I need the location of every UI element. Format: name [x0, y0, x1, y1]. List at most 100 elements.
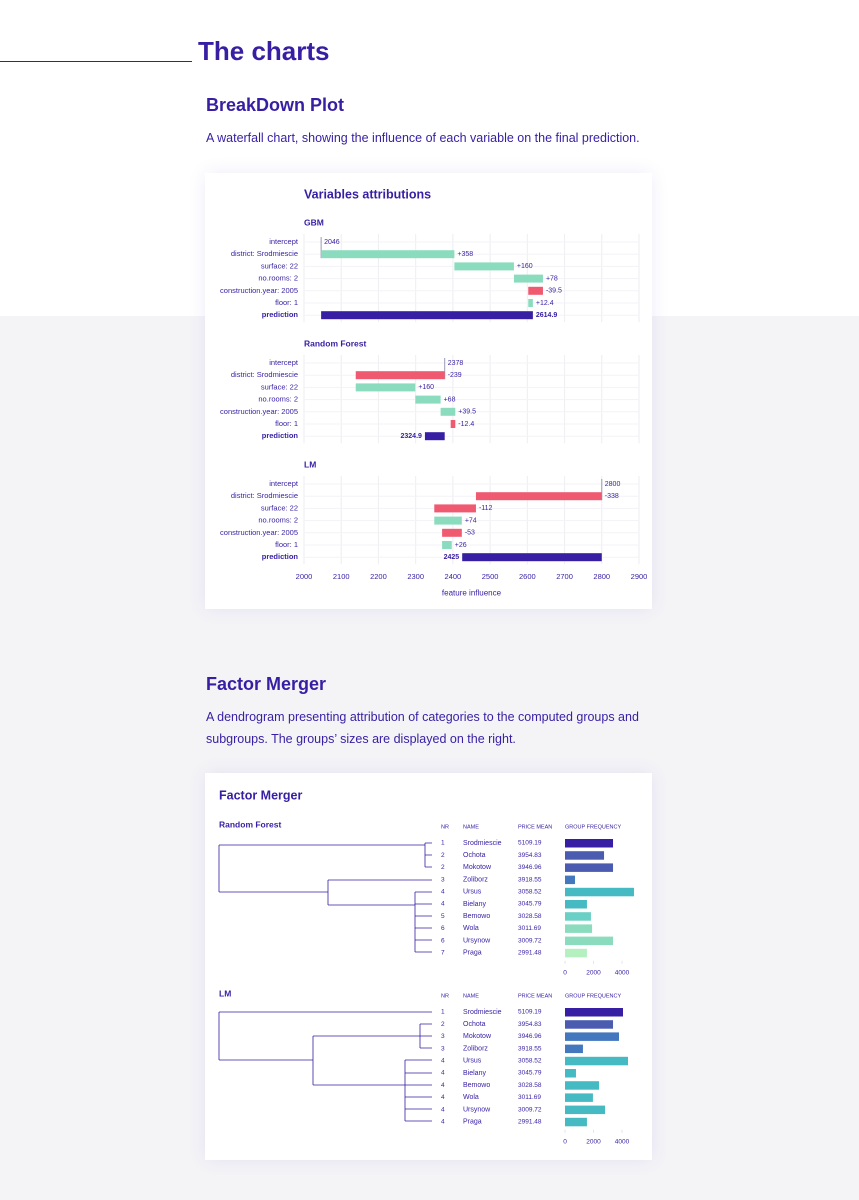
- row-label: intercept: [269, 479, 299, 488]
- value-label: -39.5: [546, 288, 562, 295]
- row-name: Bemowo: [463, 1082, 490, 1089]
- value-label: -12.4: [458, 421, 474, 428]
- frequency-bar: [565, 1093, 593, 1102]
- value-label: +74: [465, 517, 477, 524]
- frequency-bar: [565, 887, 634, 897]
- row-price-mean: 2991.48: [518, 950, 542, 957]
- frequency-bar: [565, 948, 587, 958]
- value-label: +39.5: [458, 409, 476, 416]
- row-label: surface: 22: [261, 503, 298, 512]
- column-header: NAME: [463, 993, 479, 999]
- value-label: +160: [418, 384, 434, 391]
- row-nr: 1: [441, 840, 445, 847]
- bar: [355, 383, 416, 392]
- row-label: surface: 22: [261, 382, 298, 391]
- row-nr: 4: [441, 1082, 445, 1089]
- bar: [454, 262, 514, 271]
- value-label: 2324.9: [401, 433, 423, 440]
- x-tick-label: 2700: [556, 572, 573, 581]
- x-tick-label: 2400: [445, 572, 462, 581]
- panel-title: LM: [219, 988, 231, 998]
- value-label: 2378: [448, 360, 464, 367]
- bar: [528, 299, 533, 307]
- row-nr: 4: [441, 901, 445, 908]
- x-tick-label: 2100: [333, 572, 350, 581]
- bar: [475, 492, 602, 501]
- row-nr: 2: [441, 1021, 445, 1028]
- bar: [440, 407, 456, 416]
- row-price-mean: 3028.58: [518, 1082, 542, 1089]
- x-tick-label: 2000: [586, 970, 601, 977]
- value-label: +12.4: [536, 300, 554, 307]
- chart-title: Variables attributions: [304, 187, 431, 201]
- row-name: Wola: [463, 925, 479, 932]
- header-rule: [0, 61, 192, 62]
- row-price-mean: 3011.69: [518, 1094, 541, 1101]
- row-label: construction.year: 2005: [220, 286, 298, 295]
- row-price-mean: 3946.96: [518, 1033, 542, 1040]
- frequency-bar: [565, 839, 614, 848]
- row-price-mean: 3954.83: [518, 852, 542, 859]
- row-label: prediction: [262, 552, 299, 561]
- row-nr: 5: [441, 913, 445, 920]
- frequency-bar: [565, 1020, 614, 1029]
- value-label: +68: [444, 396, 456, 403]
- row-name: Bielany: [463, 1070, 486, 1077]
- section-title: BreakDown Plot: [206, 95, 345, 115]
- column-header: NR: [441, 824, 449, 830]
- row-price-mean: 3918.55: [518, 1045, 542, 1052]
- x-tick-label: 2800: [593, 572, 610, 581]
- row-name: Ursus: [463, 889, 482, 896]
- frequency-bar: [565, 924, 593, 933]
- row-price-mean: 3058.52: [518, 889, 542, 896]
- row-price-mean: 3058.52: [518, 1058, 542, 1065]
- section-title: Factor Merger: [206, 674, 327, 694]
- row-label: district: Srodmiescie: [231, 370, 298, 379]
- row-label: prediction: [262, 310, 299, 319]
- bar: [434, 504, 476, 513]
- row-nr: 6: [441, 937, 445, 944]
- frequency-bar: [565, 936, 614, 946]
- panel-title: GBM: [304, 217, 324, 227]
- row-label: district: Srodmiescie: [231, 491, 298, 500]
- row-nr: 3: [441, 1045, 445, 1052]
- prediction-bar: [424, 432, 445, 441]
- prediction-bar: [462, 553, 602, 562]
- row-name: Ochota: [463, 852, 486, 859]
- row-label: intercept: [269, 237, 299, 246]
- value-label: -338: [605, 493, 619, 500]
- row-label: district: Srodmiescie: [231, 249, 298, 258]
- x-axis-label: feature influence: [442, 588, 502, 597]
- row-nr: 4: [441, 1058, 445, 1065]
- row-price-mean: 3918.55: [518, 876, 542, 883]
- bar: [415, 395, 441, 404]
- row-name: Srodmiescie: [463, 840, 502, 847]
- row-name: Bielany: [463, 901, 486, 908]
- row-price-mean: 3045.79: [518, 1070, 542, 1077]
- row-label: prediction: [262, 431, 299, 440]
- row-price-mean: 3954.83: [518, 1021, 542, 1028]
- frequency-bar: [565, 1069, 576, 1078]
- frequency-bar: [565, 875, 575, 885]
- value-label: +160: [517, 263, 533, 270]
- row-name: Srodmiescie: [463, 1009, 502, 1016]
- row-name: Praga: [463, 950, 482, 957]
- row-price-mean: 5109.19: [518, 1009, 542, 1016]
- frequency-bar: [565, 900, 587, 909]
- row-name: Wola: [463, 1094, 479, 1101]
- column-header: NAME: [463, 824, 479, 830]
- row-nr: 4: [441, 1094, 445, 1101]
- frequency-bar: [565, 851, 605, 860]
- value-label: +358: [457, 251, 473, 258]
- row-price-mean: 3009.72: [518, 937, 542, 944]
- row-name: Mokotow: [463, 864, 492, 871]
- page-title: The charts: [198, 36, 330, 66]
- section-description: A waterfall chart, showing the influence…: [206, 131, 640, 145]
- row-label: floor: 1: [275, 419, 298, 428]
- row-nr: 2: [441, 864, 445, 871]
- frequency-bar: [565, 1105, 606, 1115]
- x-tick-label: 2900: [631, 572, 648, 581]
- row-nr: 7: [441, 950, 445, 957]
- column-header: PRICE MEAN: [518, 824, 552, 830]
